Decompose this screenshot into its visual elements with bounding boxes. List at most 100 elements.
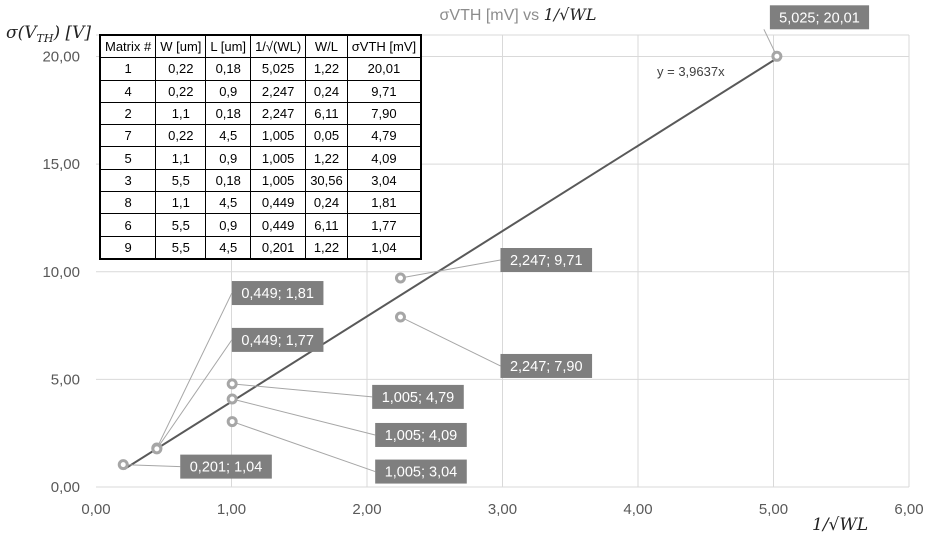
table-cell: 2,247 <box>250 79 307 103</box>
data-label: 1,005; 4,09 <box>385 428 458 444</box>
data-label-box <box>375 459 467 484</box>
data-label: 2,247; 9,71 <box>510 253 583 269</box>
data-point <box>151 443 163 455</box>
label-leader-line <box>123 464 181 468</box>
table-row: 4 0,22 0,9 2,247 0,24 9,71 <box>99 79 422 103</box>
table-cell: 6 <box>99 213 157 237</box>
data-labels: 5,025; 20,01 2,247; 9,71 2,247; 7,90 1,005;… <box>180 5 870 484</box>
table-header-row: Matrix # W [um] L [um] 1/√(WL) W/L σVTH [mV] <box>99 34 422 59</box>
y-tick-label: 0,00 <box>51 479 80 496</box>
table-cell: 1,1 <box>155 191 207 215</box>
data-label-box <box>375 422 467 447</box>
label-leader-line <box>156 339 233 450</box>
table-cell: 6,11 <box>305 101 348 126</box>
x-tick-label: 2,00 <box>352 501 381 518</box>
table-cell: 5,5 <box>155 168 207 193</box>
table-row: 6 5,5 0,9 0,449 6,11 1,77 <box>99 213 422 237</box>
table-cell: 0,18 <box>205 101 252 126</box>
table-body: 1 0,22 0,18 5,025 1,22 20,01 4 0,22 0,9 2,247 0,24… <box>99 57 422 260</box>
y-tick-label: 10,00 <box>42 264 80 281</box>
label-leader-line <box>156 292 233 449</box>
table-cell: 0,9 <box>205 146 252 170</box>
table-cell: 4 <box>99 79 157 103</box>
label-leader-line <box>232 421 376 473</box>
data-label: 1,005; 4,79 <box>382 390 455 406</box>
data-label: 0,201; 1,04 <box>190 460 263 476</box>
table-cell: 1,77 <box>346 213 422 237</box>
table-cell: 9 <box>99 235 157 260</box>
table-cell: 5,5 <box>155 213 207 237</box>
x-tick-label: 6,00 <box>894 501 923 518</box>
table-cell: 6,11 <box>305 213 348 237</box>
table-cell: 7,90 <box>346 101 422 126</box>
data-label: 5,025; 20,01 <box>779 10 860 26</box>
data-point <box>771 50 783 62</box>
table-cell: 0,24 <box>305 79 348 103</box>
table-cell: 1 <box>99 57 157 81</box>
table-row: 5 1,1 0,9 1,005 1,22 4,09 <box>99 146 422 170</box>
table-cell: 4,5 <box>205 191 252 215</box>
label-leader-lines <box>123 29 778 473</box>
table-cell: 30,56 <box>305 168 348 193</box>
data-label: 0,449; 1,77 <box>241 333 314 349</box>
data-label: 2,247; 7,90 <box>510 359 583 375</box>
table-cell: 1,005 <box>250 146 307 170</box>
table-cell: 3 <box>99 168 157 193</box>
y-tick-label: 5,00 <box>51 371 80 388</box>
data-point <box>226 378 238 390</box>
table-row: 7 0,22 4,5 1,005 0,05 4,79 <box>99 124 422 148</box>
table-cell: 8 <box>99 191 157 215</box>
data-label: 1,005; 3,04 <box>385 465 458 481</box>
trendline-equation: y = 3,9637x <box>657 64 725 79</box>
x-axis-ticks: 0,00 1,00 2,00 3,00 4,00 5,00 6,00 <box>81 501 923 518</box>
table-cell: 4,5 <box>205 235 252 260</box>
x-tick-label: 3,00 <box>488 501 517 518</box>
data-point <box>226 416 238 428</box>
table-cell: 1,81 <box>346 191 422 215</box>
table-row: 3 5,5 0,18 1,005 30,56 3,04 <box>99 168 422 193</box>
table-row: 9 5,5 4,5 0,201 1,22 1,04 <box>99 235 422 260</box>
table-header-cell: 1/√(WL) <box>250 34 307 59</box>
x-tick-label: 1,00 <box>217 501 246 518</box>
data-label-box <box>500 353 593 378</box>
chart-title: σVTH [mV] vs 1/√WL <box>440 5 597 24</box>
table-header-cell: σVTH [mV] <box>346 34 422 59</box>
table-row: 1 0,22 0,18 5,025 1,22 20,01 <box>99 57 422 81</box>
data-table: Matrix # W [um] L [um] 1/√(WL) W/L σVTH [mV] … <box>99 34 423 260</box>
label-leader-line <box>400 259 501 279</box>
table-header-cell: W/L <box>305 34 348 59</box>
table-cell: 1,22 <box>305 235 348 260</box>
x-tick-label: 0,00 <box>81 501 110 518</box>
data-label-box <box>231 327 324 352</box>
table-cell: 2,247 <box>250 101 307 126</box>
y-tick-label: 15,00 <box>42 156 80 173</box>
label-leader-line <box>400 316 501 367</box>
table-cell: 1,1 <box>155 146 207 170</box>
table-cell: 7 <box>99 124 157 148</box>
table-header-cell: Matrix # <box>99 34 157 59</box>
x-axis-title: 1/√WL <box>812 515 868 535</box>
data-point <box>394 272 406 284</box>
table-cell: 1,005 <box>250 124 307 148</box>
table-cell: 4,5 <box>205 124 252 148</box>
table-cell: 0,18 <box>205 57 252 81</box>
data-label-box <box>180 454 272 479</box>
table-row: 2 1,1 0,18 2,247 6,11 7,90 <box>99 101 422 126</box>
data-point <box>117 459 129 471</box>
table-cell: 5,025 <box>250 57 307 81</box>
table-cell: 0,22 <box>155 57 207 81</box>
table-cell: 2 <box>99 101 157 126</box>
label-leader-line <box>232 383 373 398</box>
y-tick-label: 20,00 <box>42 49 80 66</box>
data-label: 0,449; 1,81 <box>241 286 314 302</box>
table-cell: 0,18 <box>205 168 252 193</box>
table-cell: 20,01 <box>346 57 422 81</box>
table-cell: 0,9 <box>205 79 252 103</box>
table-cell: 9,71 <box>346 79 422 103</box>
data-label-box <box>372 384 464 409</box>
data-label-box <box>500 248 593 273</box>
table-cell: 0,22 <box>155 124 207 148</box>
table-cell: 1,005 <box>250 168 307 193</box>
table-cell: 0,24 <box>305 191 348 215</box>
data-label-box <box>231 281 324 306</box>
